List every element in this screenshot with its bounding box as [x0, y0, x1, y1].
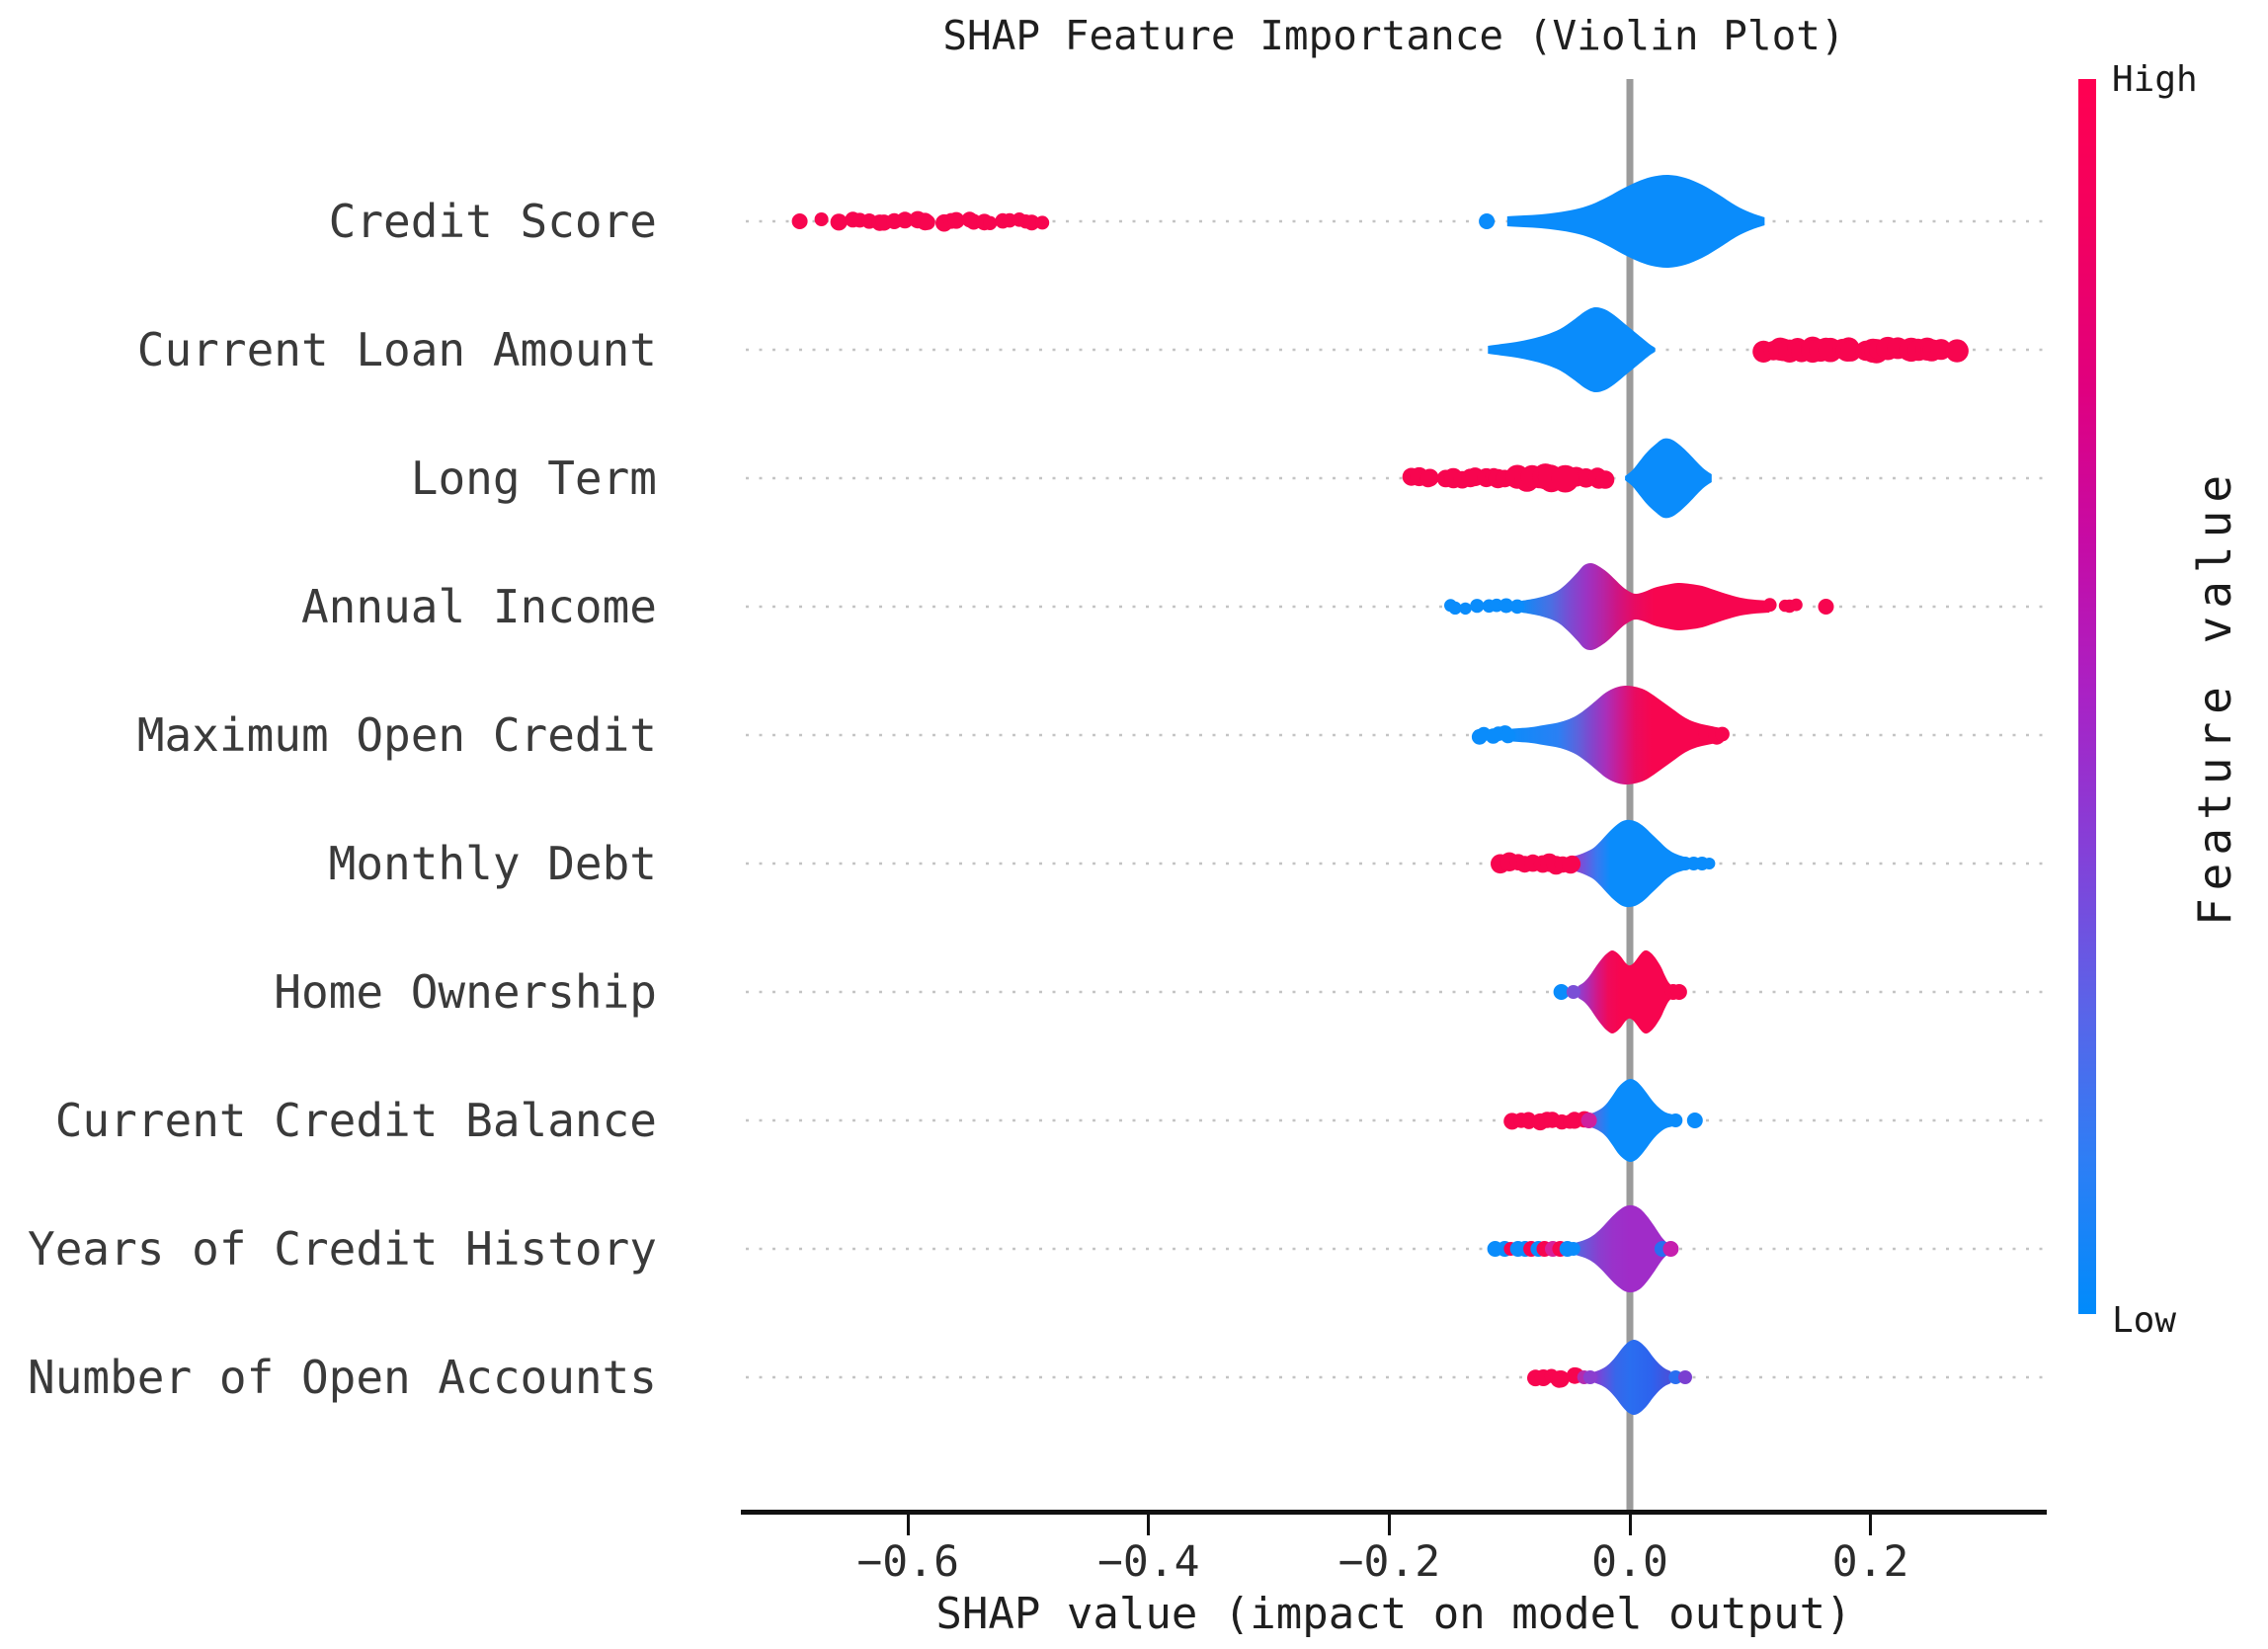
scatter-dot — [1479, 213, 1496, 229]
scatter-dot — [1818, 599, 1834, 615]
scatter-dot — [1582, 1370, 1597, 1384]
feature-label-home-ownership: Home Ownership — [274, 965, 657, 1019]
x-axis-tick — [1147, 1515, 1151, 1535]
zero-reference-line — [1626, 79, 1634, 1514]
scatter-dot — [1790, 598, 1803, 612]
x-axis-tick-label: −0.4 — [1097, 1537, 1200, 1587]
scatter-dot — [1686, 1113, 1703, 1128]
scatter-dot — [814, 212, 829, 226]
scatter-dot — [1500, 728, 1516, 744]
scatter-dot — [791, 213, 808, 229]
violin-current-credit-balance — [1587, 1078, 1673, 1163]
scatter-dot — [1566, 985, 1580, 999]
scatter-dot — [1459, 602, 1472, 616]
violin-monthly-debt — [1572, 819, 1688, 908]
scatter-dot — [1562, 856, 1580, 874]
violin-long-term — [1625, 438, 1712, 519]
scatter-dot — [1839, 340, 1862, 362]
scatter-dot — [1662, 1241, 1679, 1257]
scatter-dot — [1566, 1242, 1580, 1256]
violin-number-of-open-accounts — [1592, 1339, 1671, 1416]
scatter-dot — [1580, 1113, 1597, 1128]
violin-current-loan-amount — [1488, 306, 1656, 393]
scatter-dot — [947, 211, 965, 229]
page-title: SHAP Feature Importance (Violin Plot) — [942, 12, 1845, 59]
colorbar — [2078, 79, 2096, 1314]
scatter-dot — [1553, 984, 1570, 1000]
scatter-dot — [1420, 468, 1439, 487]
x-axis-tick-label: 0.0 — [1591, 1537, 1668, 1587]
feature-label-annual-income: Annual Income — [300, 580, 657, 633]
scatter-dot — [1551, 464, 1580, 493]
scatter-dot — [920, 214, 935, 230]
scatter-dot — [1762, 598, 1777, 613]
feature-label-maximum-open-credit: Maximum Open Credit — [136, 708, 657, 762]
x-axis-tick-label: 0.2 — [1831, 1537, 1909, 1587]
scatter-dot — [1668, 1370, 1683, 1384]
x-axis-line — [741, 1510, 2047, 1515]
scatter-dot — [983, 215, 998, 230]
x-axis-tick — [1628, 1515, 1632, 1535]
x-axis-tick-label: −0.6 — [856, 1537, 959, 1587]
scatter-dot — [1448, 601, 1462, 616]
violin-credit-score — [1506, 174, 1765, 269]
x-axis-title: SHAP value (impact on model output) — [935, 1589, 1852, 1639]
scatter-dot — [1552, 1370, 1570, 1388]
violin-maximum-open-credit — [1506, 685, 1722, 785]
scatter-dot — [1670, 984, 1687, 1000]
violin-home-ownership — [1578, 949, 1672, 1034]
scatter-dot — [1715, 726, 1730, 742]
scatter-dot — [896, 211, 914, 229]
feature-label-long-term: Long Term — [410, 452, 657, 505]
feature-label-years-of-credit-history: Years of Credit History — [28, 1222, 657, 1276]
scatter-dot — [1678, 1370, 1692, 1384]
scatter-dot — [1945, 339, 1969, 363]
colorbar-axis-label: Feature value — [2188, 466, 2241, 927]
scatter-dot — [1023, 214, 1040, 231]
scatter-dot — [832, 214, 847, 229]
colorbar-low-label: Low — [2112, 1300, 2177, 1341]
scatter-dot — [1595, 470, 1615, 489]
x-axis-tick — [906, 1515, 910, 1535]
scatter-dot — [1668, 1113, 1683, 1127]
scatter-dot — [1470, 599, 1485, 614]
scatter-dot — [1509, 599, 1525, 615]
colorbar-high-label: High — [2112, 59, 2198, 100]
x-axis-tick — [1869, 1515, 1873, 1535]
x-axis-tick-label: −0.2 — [1337, 1537, 1441, 1587]
scatter-dot — [1498, 598, 1514, 614]
x-axis-tick — [1387, 1515, 1391, 1535]
scatter-dot — [1035, 215, 1050, 230]
feature-label-monthly-debt: Monthly Debt — [328, 837, 657, 890]
scatter-dot — [1703, 858, 1716, 869]
feature-label-current-credit-balance: Current Credit Balance — [54, 1094, 657, 1147]
violin-years-of-credit-history — [1575, 1204, 1667, 1293]
feature-label-credit-score: Credit Score — [328, 195, 657, 248]
violin-annual-income — [1521, 562, 1770, 651]
feature-label-number-of-open-accounts: Number of Open Accounts — [28, 1351, 657, 1404]
feature-label-current-loan-amount: Current Loan Amount — [136, 323, 657, 376]
